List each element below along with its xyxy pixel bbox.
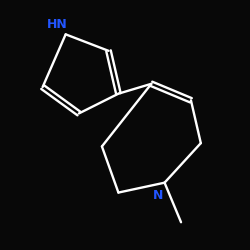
Text: N: N	[153, 189, 163, 202]
Text: HN: HN	[47, 18, 68, 31]
